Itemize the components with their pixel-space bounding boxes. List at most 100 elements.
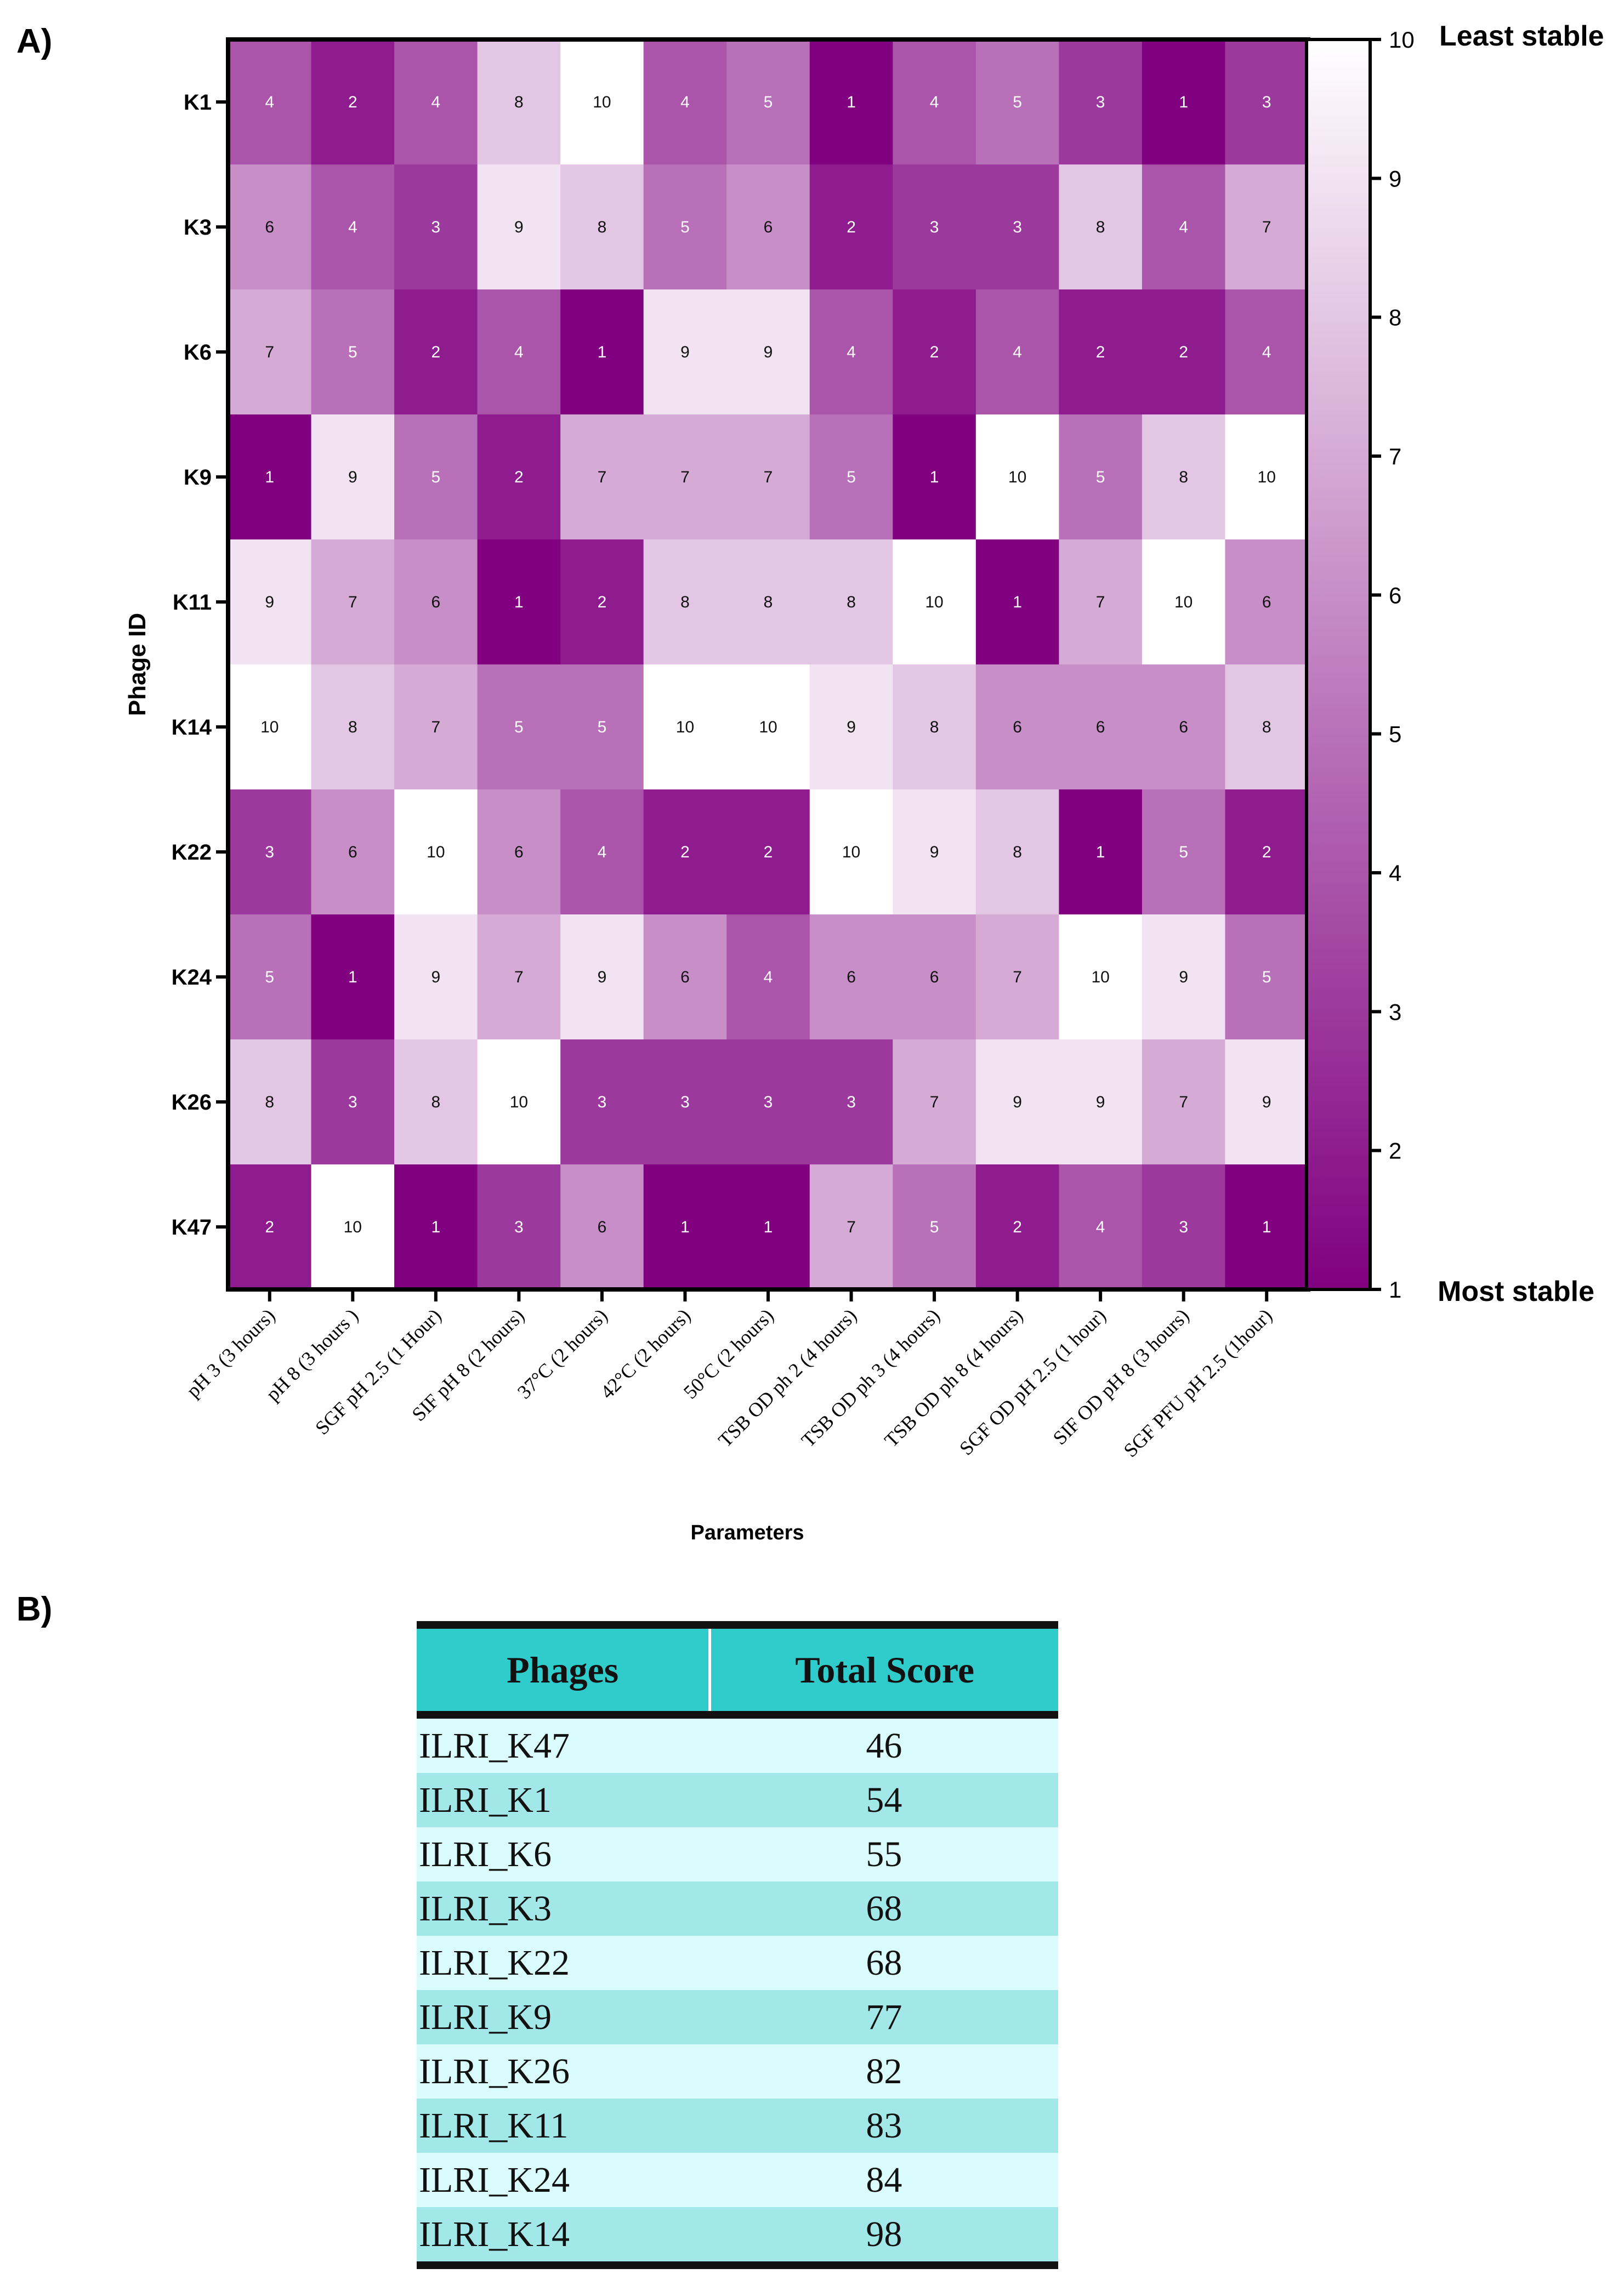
heatmap-cell (975, 539, 1059, 665)
cell-value-label: 5 (1013, 93, 1022, 111)
cell-value-label: 5 (598, 718, 607, 736)
cell-value-label: 1 (1013, 593, 1022, 611)
cell-value-label: 1 (764, 1218, 773, 1236)
colorbar-tick-label: 5 (1389, 721, 1401, 747)
heatmap-cell (643, 289, 727, 415)
heatmap-cell (726, 1039, 810, 1165)
heatmap-cell (1059, 39, 1143, 165)
cell-value-label: 10 (260, 718, 279, 736)
cell-value-label: 9 (680, 343, 690, 361)
heatmap-cell (311, 1164, 395, 1290)
table-row: ILRI_K6 55 (417, 1827, 1058, 1881)
heatmap-cell (1142, 414, 1226, 540)
heatmap-cell (975, 789, 1059, 915)
least-stable-label: Least stable (1439, 20, 1604, 52)
cell-value-label: 2 (514, 468, 524, 486)
heatmap-cell (975, 39, 1059, 165)
table-row: ILRI_K47 46 (417, 1715, 1058, 1773)
heatmap-cell (809, 914, 893, 1040)
heatmap-cell (893, 1164, 976, 1290)
cell-value-label: 10 (842, 843, 860, 861)
heatmap-cell (394, 789, 478, 915)
heatmap-cell (809, 664, 893, 790)
heatmap-cell (1059, 789, 1143, 915)
heatmap-cell (1142, 1039, 1226, 1165)
cell-value-label: 5 (348, 343, 357, 361)
heatmap-cell (394, 1039, 478, 1165)
heatmap-cell (311, 539, 395, 665)
total-score-cell: 55 (709, 1827, 1058, 1881)
heatmap-cell (1059, 664, 1143, 790)
cell-value-label: 8 (1096, 218, 1105, 236)
row-tick-label: K22 (172, 840, 212, 865)
heatmap-cell (809, 1039, 893, 1165)
cell-value-label: 4 (764, 968, 773, 986)
heatmap-cell (893, 539, 976, 665)
cell-value-label: 2 (764, 843, 773, 861)
cell-value-label: 3 (1262, 93, 1271, 111)
heatmap-cell (228, 289, 312, 415)
total-score-cell: 68 (709, 1936, 1058, 1990)
cell-value-label: 5 (847, 468, 856, 486)
cell-value-label: 5 (514, 718, 524, 736)
heatmap-cell (1142, 664, 1226, 790)
cell-value-label: 6 (1096, 718, 1105, 736)
phage-name-cell: ILRI_K9 (417, 1990, 710, 2044)
cell-value-label: 6 (265, 218, 274, 236)
cell-value-label: 2 (847, 218, 856, 236)
heatmap-cell (228, 414, 312, 540)
cell-value-label: 4 (431, 93, 441, 111)
column-tick-label: SGF OD pH 2.5 (1 hour) (955, 1304, 1110, 1459)
heatmap-cell (1142, 289, 1226, 415)
cell-value-label: 7 (1179, 1093, 1188, 1111)
phage-name-cell: ILRI_K47 (417, 1715, 710, 1773)
cell-value-label: 9 (348, 468, 357, 486)
cell-value-label: 8 (265, 1093, 274, 1111)
cell-value-label: 7 (764, 468, 773, 486)
cell-value-label: 6 (680, 968, 690, 986)
cell-value-label: 1 (1096, 843, 1105, 861)
heatmap-cell (311, 39, 395, 165)
heatmap-cell (311, 289, 395, 415)
heatmap-cell (726, 539, 810, 665)
heatmap-cell (560, 414, 644, 540)
row-tick-label: K24 (172, 965, 212, 990)
heatmap-cell (1225, 539, 1309, 665)
column-tick-label: TSB OD ph 2 (4 hours) (714, 1304, 861, 1451)
cell-value-label: 1 (1179, 93, 1188, 111)
cell-value-label: 8 (1013, 843, 1022, 861)
heatmap-cell (726, 414, 810, 540)
cell-value-label: 4 (598, 843, 607, 861)
cell-value-label: 6 (598, 1218, 607, 1236)
row-tick-label: K9 (184, 465, 212, 490)
column-tick-label: TSB OD ph 8 (4 hours) (880, 1304, 1027, 1451)
heatmap-cell (477, 39, 561, 165)
heatmap-cell (394, 914, 478, 1040)
cell-value-label: 7 (348, 593, 357, 611)
total-score-cell: 98 (709, 2207, 1058, 2269)
heatmap-cell (726, 164, 810, 290)
cell-value-label: 6 (348, 843, 357, 861)
cell-value-label: 2 (598, 593, 607, 611)
colorbar-tick-label: 1 (1389, 1277, 1401, 1303)
cell-value-label: 10 (1258, 468, 1276, 486)
heatmap-cell (1225, 664, 1309, 790)
heatmap-cell (975, 289, 1059, 415)
heatmap-cell (1059, 539, 1143, 665)
cell-value-label: 4 (265, 93, 274, 111)
cell-value-label: 4 (847, 343, 856, 361)
heatmap-cell (311, 914, 395, 1040)
heatmap-cell (1225, 1039, 1309, 1165)
cell-value-label: 5 (1179, 843, 1188, 861)
heatmap-cell (394, 39, 478, 165)
heatmap-cell (643, 664, 727, 790)
phage-name-cell: ILRI_K22 (417, 1936, 710, 1990)
heatmap-cell (643, 1039, 727, 1165)
heatmap-cell (893, 1039, 976, 1165)
table-row: ILRI_K26 82 (417, 2044, 1058, 2099)
row-tick-label: K26 (172, 1090, 212, 1115)
heatmap-cell (560, 1164, 644, 1290)
cell-value-label: 8 (348, 718, 357, 736)
heatmap-cell (809, 789, 893, 915)
heatmap-cell (1225, 39, 1309, 165)
